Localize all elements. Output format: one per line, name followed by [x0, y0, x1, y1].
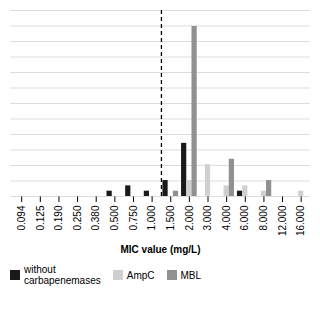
svg-text:0.380: 0.380 [90, 205, 101, 230]
html-text:MBL: MBL [180, 269, 202, 281]
svg-text:1.500: 1.500 [165, 205, 176, 230]
svg-text:1.000: 1.000 [146, 205, 157, 230]
html-text:AmpC: AmpC [126, 269, 155, 281]
svg-text:3.000: 3.000 [202, 205, 213, 230]
svg-text:MIC value (mg/L): MIC value (mg/L) [120, 244, 200, 255]
svg-text:16.000: 16.000 [295, 205, 306, 236]
svg-text:0.094: 0.094 [16, 205, 27, 230]
svg-text:0.500: 0.500 [109, 205, 120, 230]
svg-text:2.000: 2.000 [184, 205, 195, 230]
svg-text:0.750: 0.750 [128, 205, 139, 230]
svg-text:4.000: 4.000 [221, 205, 232, 230]
html-text:without carbapenemases: without carbapenemases [24, 264, 101, 286]
svg-text:12.000: 12.000 [277, 205, 288, 236]
svg-text:8.000: 8.000 [258, 205, 269, 230]
svg-text:0.190: 0.190 [53, 205, 64, 230]
svg-text:0.125: 0.125 [35, 205, 46, 230]
svg-text:0.250: 0.250 [72, 205, 83, 230]
svg-text:6.000: 6.000 [239, 205, 250, 230]
